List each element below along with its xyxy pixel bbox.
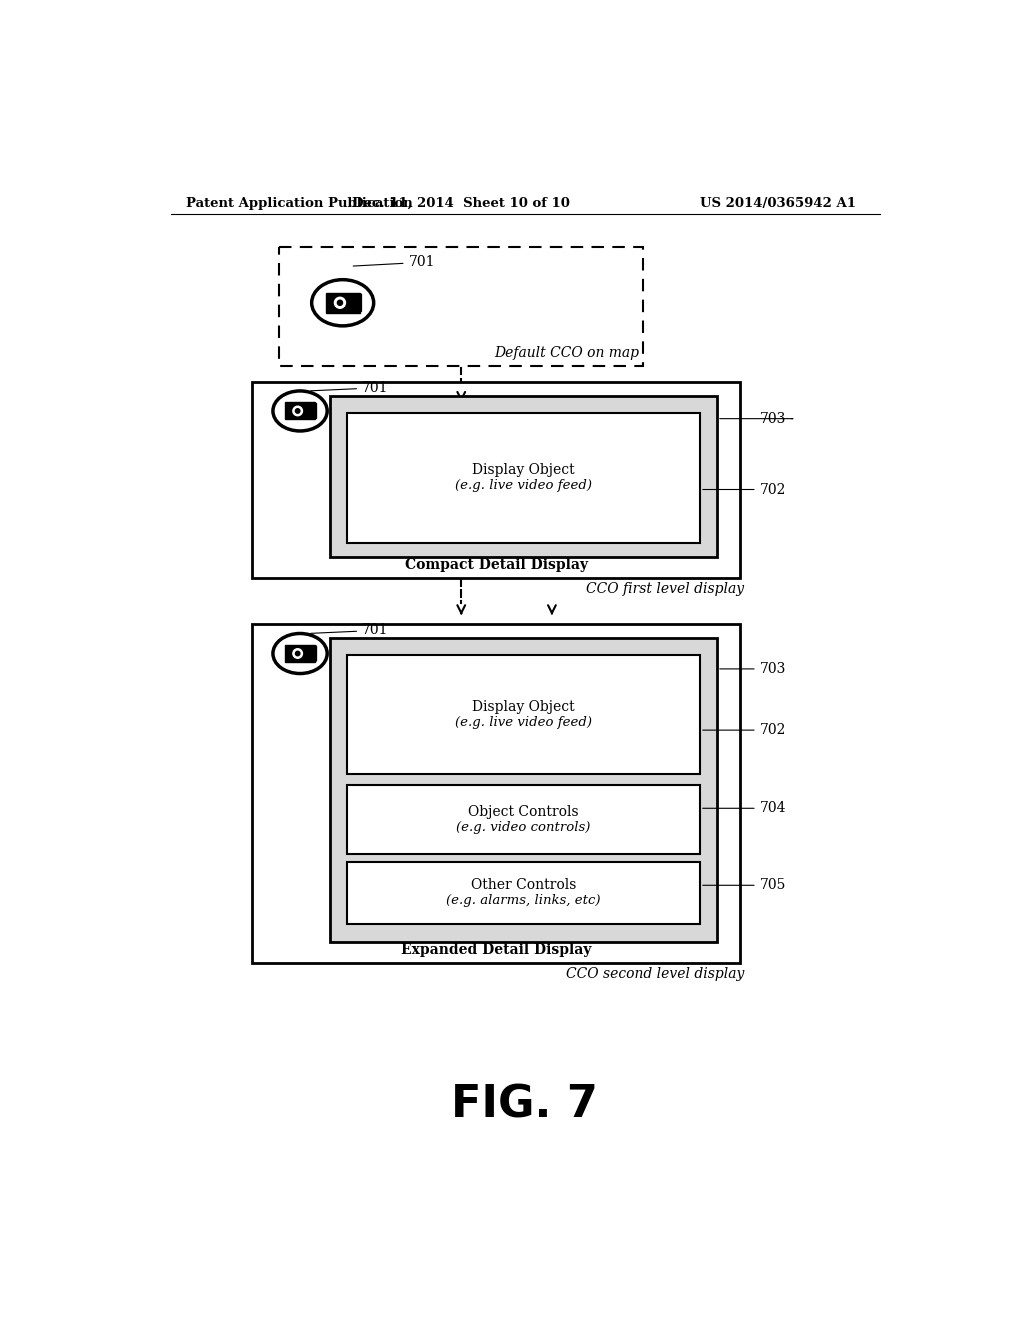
Text: Compact Detail Display: Compact Detail Display bbox=[404, 558, 588, 572]
Text: (e.g. live video feed): (e.g. live video feed) bbox=[455, 479, 592, 492]
Polygon shape bbox=[350, 294, 361, 312]
Text: 701: 701 bbox=[310, 381, 388, 395]
FancyBboxPatch shape bbox=[252, 624, 740, 964]
Bar bbox=[285, 403, 315, 420]
FancyBboxPatch shape bbox=[330, 638, 717, 942]
Text: CCO first level display: CCO first level display bbox=[586, 582, 744, 595]
FancyBboxPatch shape bbox=[346, 412, 700, 544]
Text: Other Controls: Other Controls bbox=[471, 878, 575, 892]
Text: CCO second level display: CCO second level display bbox=[565, 966, 744, 981]
Circle shape bbox=[296, 651, 300, 656]
Polygon shape bbox=[306, 645, 316, 661]
Text: Default CCO on map: Default CCO on map bbox=[495, 346, 640, 360]
Circle shape bbox=[296, 409, 300, 413]
Bar bbox=[326, 293, 359, 313]
Ellipse shape bbox=[273, 634, 328, 673]
Bar bbox=[285, 645, 315, 663]
Text: 701: 701 bbox=[310, 623, 388, 638]
Text: 701: 701 bbox=[353, 255, 435, 269]
Text: FIG. 7: FIG. 7 bbox=[452, 1084, 598, 1127]
Circle shape bbox=[293, 407, 302, 416]
FancyBboxPatch shape bbox=[330, 396, 717, 557]
Text: Expanded Detail Display: Expanded Detail Display bbox=[400, 942, 592, 957]
Text: 702: 702 bbox=[702, 723, 786, 737]
Text: Patent Application Publication: Patent Application Publication bbox=[186, 197, 413, 210]
Text: (e.g. live video feed): (e.g. live video feed) bbox=[455, 715, 592, 729]
Text: 702: 702 bbox=[702, 483, 786, 496]
Text: Display Object: Display Object bbox=[472, 463, 574, 478]
Text: 703: 703 bbox=[720, 412, 793, 425]
Text: 704: 704 bbox=[702, 801, 786, 816]
Circle shape bbox=[335, 297, 345, 309]
FancyBboxPatch shape bbox=[252, 381, 740, 578]
FancyBboxPatch shape bbox=[346, 862, 700, 924]
Circle shape bbox=[293, 648, 302, 659]
Text: (e.g. video controls): (e.g. video controls) bbox=[456, 821, 591, 834]
Text: Dec. 11, 2014  Sheet 10 of 10: Dec. 11, 2014 Sheet 10 of 10 bbox=[352, 197, 570, 210]
Text: Display Object: Display Object bbox=[472, 700, 574, 714]
Circle shape bbox=[337, 300, 342, 305]
Ellipse shape bbox=[311, 280, 374, 326]
Text: 703: 703 bbox=[720, 661, 786, 676]
Text: US 2014/0365942 A1: US 2014/0365942 A1 bbox=[700, 197, 856, 210]
FancyBboxPatch shape bbox=[280, 247, 643, 367]
Text: (e.g. alarms, links, etc): (e.g. alarms, links, etc) bbox=[446, 894, 600, 907]
Polygon shape bbox=[306, 404, 316, 418]
FancyBboxPatch shape bbox=[346, 785, 700, 854]
Text: 705: 705 bbox=[702, 878, 786, 892]
Text: Object Controls: Object Controls bbox=[468, 805, 579, 820]
Ellipse shape bbox=[273, 391, 328, 430]
FancyBboxPatch shape bbox=[346, 655, 700, 775]
